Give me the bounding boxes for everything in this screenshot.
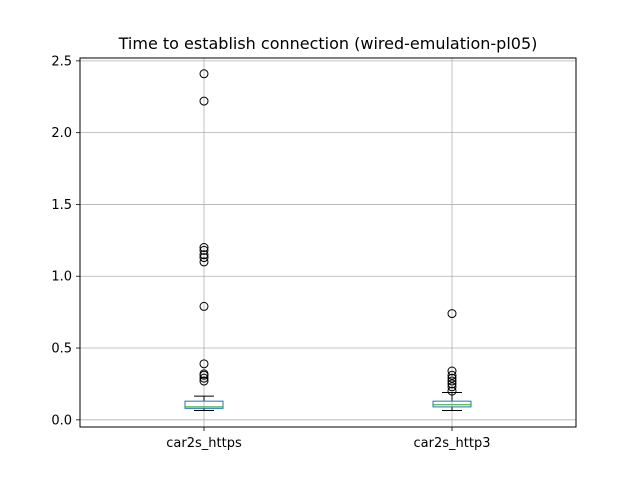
- y-tick-label: 2.0: [51, 126, 72, 141]
- outlier-point: [199, 359, 209, 369]
- outlier-point: [199, 257, 209, 267]
- outlier-point: [447, 379, 457, 389]
- outlier-point: [199, 253, 209, 263]
- outlier-point: [447, 376, 457, 386]
- outlier-point: [199, 245, 209, 255]
- outlier-point: [199, 373, 209, 383]
- outlier-point: [199, 243, 209, 253]
- grid: [80, 58, 576, 427]
- y-tick-label: 0.5: [51, 342, 72, 357]
- outlier-point: [199, 250, 209, 260]
- outlier-point: [199, 96, 209, 106]
- box-iqr: [184, 400, 224, 409]
- outlier-point: [199, 301, 209, 311]
- y-tick-label: 1.0: [51, 270, 72, 285]
- outlier-point: [447, 366, 457, 376]
- box-iqr: [432, 400, 472, 408]
- outlier-point: [447, 309, 457, 319]
- x-tick-label: car2s_https: [166, 436, 242, 451]
- x-tick-label: car2s_http3: [414, 436, 491, 451]
- outlier-point: [447, 382, 457, 392]
- y-tick-label: 2.5: [51, 54, 72, 69]
- outlier-point: [447, 386, 457, 396]
- outlier-point: [447, 373, 457, 383]
- outlier-point: [447, 370, 457, 380]
- boxes: [184, 69, 472, 411]
- plot-frame: [79, 57, 577, 428]
- ticks: 0.0 0.5 1.0 1.5 2.0 2.5 car2s_https car2s_http3: [51, 54, 490, 451]
- outlier-point: [199, 69, 209, 79]
- outlier-point: [199, 369, 209, 379]
- chart-title: Time to establish connection (wired-emul…: [118, 34, 538, 53]
- y-tick-label: 0.0: [51, 413, 72, 428]
- outlier-point: [199, 376, 209, 386]
- y-tick-label: 1.5: [51, 198, 72, 213]
